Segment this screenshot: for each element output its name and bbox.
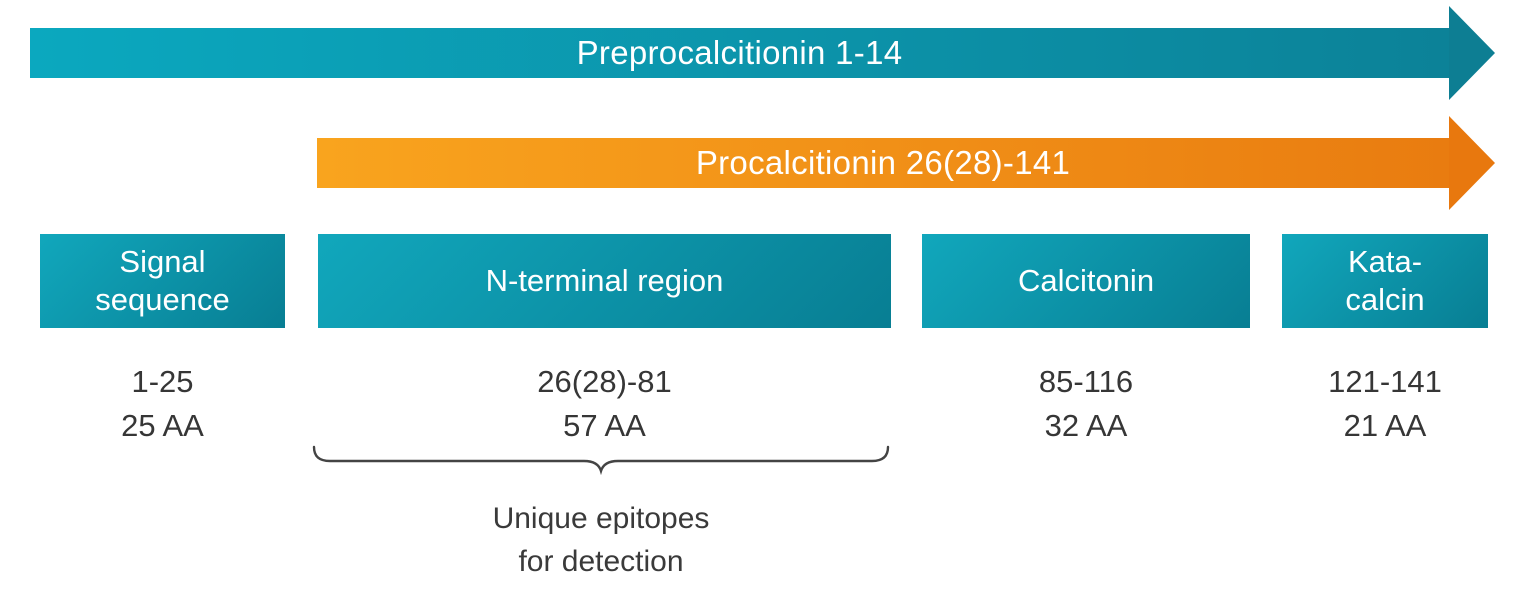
residue-range: 121-141 — [1328, 364, 1442, 399]
aa-length: 32 AA — [1044, 408, 1128, 443]
aa-length: 57 AA — [563, 408, 646, 443]
residue-range: 26(28)-81 — [537, 364, 672, 399]
segment-box-n-terminal-region: N-terminal region — [318, 234, 891, 328]
preprocalcitonin-arrow-shaft — [30, 28, 1449, 78]
underbrace-icon — [312, 445, 890, 476]
procalcitonin-arrowhead-icon — [1449, 116, 1495, 210]
range-label-calcitonin: 85-116 32 AA — [922, 360, 1250, 448]
annotation-line-2: for detection — [518, 545, 684, 578]
residue-range: 85-116 — [1038, 364, 1134, 399]
procalcitonin-arrow-label: Procalcitionin 26(28)-141 — [695, 144, 1071, 181]
range-label-signal-sequence: 1-25 25 AA — [40, 360, 285, 448]
segment-box-signal-sequence: Signal sequence — [40, 234, 285, 328]
unique-epitopes-annotation: Unique epitopes for detection — [312, 497, 890, 583]
aa-length: 21 AA — [1343, 408, 1427, 443]
range-label-katacalcin: 121-141 21 AA — [1282, 360, 1488, 448]
segment-box-calcitonin: Calcitonin — [922, 234, 1250, 328]
annotation-line-1: Unique epitopes — [492, 502, 710, 535]
preprocalcitonin-arrow-label: Preprocalcitionin 1-14 — [576, 34, 903, 71]
preprocalcitonin-arrowhead-icon — [1449, 6, 1495, 100]
procalcitonin-arrow-shaft — [317, 138, 1449, 188]
residue-range: 1-25 — [131, 364, 194, 399]
range-label-n-terminal-region: 26(28)-81 57 AA — [318, 360, 891, 448]
segment-box-katacalcin: Kata- calcin — [1282, 234, 1488, 328]
aa-length: 25 AA — [121, 408, 204, 443]
